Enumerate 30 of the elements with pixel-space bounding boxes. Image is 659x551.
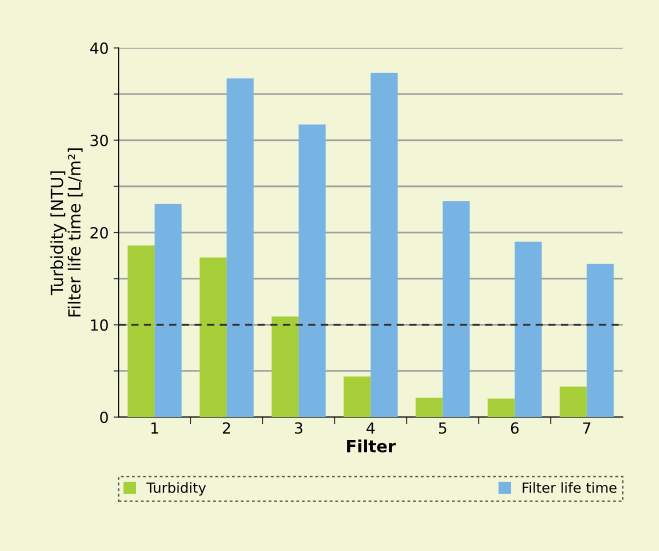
x-tick-label: 4 (366, 422, 375, 434)
bar (272, 316, 299, 418)
bar (344, 376, 371, 418)
y-tick-label: 30 (90, 134, 108, 146)
x-tick-label: 1 (151, 422, 158, 434)
bar (200, 257, 227, 418)
y-tick-label: 20 (90, 226, 108, 239)
bar (416, 398, 443, 418)
bar (442, 201, 470, 418)
bar (298, 124, 326, 418)
x-axis-title: Filter (347, 440, 396, 452)
bar (560, 386, 587, 418)
legend-label: Turbidity (146, 482, 206, 496)
bar (488, 398, 515, 418)
bar (226, 78, 254, 418)
bar (514, 242, 542, 418)
bar (370, 72, 398, 418)
bar (154, 204, 182, 418)
y-tick-label: 40 (90, 42, 108, 54)
bar (128, 245, 155, 418)
x-tick-label: 6 (510, 422, 519, 434)
bar (586, 264, 614, 418)
y-axis-title: Turbidity [NTU] Filter life time [L/m²] (50, 148, 83, 316)
x-tick-label: 2 (222, 422, 230, 434)
x-tick-label: 5 (439, 422, 446, 434)
y-tick-label: 0 (100, 412, 108, 424)
legend-label: Filter life time (522, 482, 616, 493)
x-tick-label: 7 (583, 422, 590, 434)
y-tick-label: 10 (91, 319, 108, 331)
x-tick-label: 3 (294, 422, 302, 434)
